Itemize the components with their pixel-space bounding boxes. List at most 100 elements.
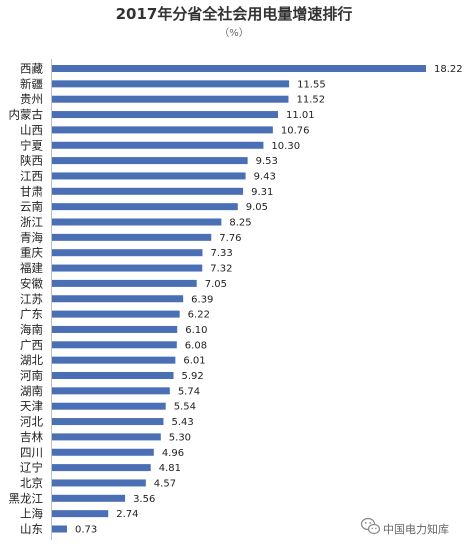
bar <box>52 157 248 165</box>
watermark-text: 中国电力知库 <box>383 522 449 536</box>
value-label: 0.73 <box>75 525 97 536</box>
wechat-icon <box>360 517 381 535</box>
value-label: 10.76 <box>281 125 310 136</box>
bar <box>52 341 177 349</box>
category-label: 北京 <box>20 476 43 490</box>
category-label: 浙江 <box>20 215 43 229</box>
bar <box>52 172 246 180</box>
value-label: 9.05 <box>246 202 268 213</box>
bar <box>52 95 289 103</box>
category-label: 河北 <box>20 415 43 429</box>
value-label: 6.10 <box>185 325 207 336</box>
value-label: 6.08 <box>185 340 207 351</box>
value-label: 5.54 <box>174 402 196 413</box>
bar <box>52 203 238 211</box>
value-label: 7.33 <box>210 248 232 259</box>
bar <box>52 372 174 379</box>
value-label: 18.22 <box>434 64 463 75</box>
bar <box>52 510 109 518</box>
bar <box>52 233 212 241</box>
bar <box>52 65 426 72</box>
value-label: 6.01 <box>183 356 205 367</box>
value-label: 2.74 <box>116 509 138 520</box>
category-label: 上海 <box>20 507 43 521</box>
bar <box>52 310 180 318</box>
bars-group: 西藏 18.22 新疆 11.55 贵州 11.52 内蒙古 11.01 山西 10.76 宁夏 10… <box>9 62 463 537</box>
value-label: 8.25 <box>229 218 251 229</box>
value-label: 4.57 <box>154 478 176 489</box>
chart-subtitle: （%） <box>219 27 249 39</box>
value-label: 11.01 <box>286 110 315 121</box>
bar <box>52 356 176 364</box>
bar <box>52 402 166 410</box>
bar <box>52 479 146 487</box>
value-label: 5.74 <box>178 386 200 397</box>
value-label: 4.81 <box>159 463 181 474</box>
bar <box>52 494 126 502</box>
category-label: 青海 <box>20 230 43 244</box>
value-label: 10.30 <box>271 141 300 152</box>
category-label: 吉林 <box>20 430 43 444</box>
value-label: 11.55 <box>297 79 326 90</box>
value-label: 5.30 <box>169 432 191 443</box>
bar <box>52 111 279 119</box>
category-label: 内蒙古 <box>9 108 44 122</box>
category-label: 海南 <box>20 322 43 336</box>
category-label: 黑龙江 <box>9 491 44 505</box>
value-label: 7.05 <box>205 279 227 290</box>
value-label: 7.32 <box>210 264 232 275</box>
category-label: 山东 <box>20 522 43 536</box>
category-label: 江苏 <box>20 292 43 306</box>
value-label: 6.39 <box>191 294 213 305</box>
chart-title: 2017年分省全社会用电量增速排行 <box>116 5 353 23</box>
bar <box>52 249 203 257</box>
bar <box>52 325 178 333</box>
category-label: 广东 <box>20 307 43 321</box>
category-label: 甘肃 <box>20 184 43 198</box>
category-label: 陕西 <box>20 154 43 168</box>
category-label: 宁夏 <box>20 138 43 152</box>
value-label: 4.96 <box>162 448 184 459</box>
category-label: 湖南 <box>20 384 43 398</box>
bar <box>52 264 203 272</box>
value-label: 5.92 <box>182 371 204 382</box>
category-label: 安徽 <box>20 276 43 290</box>
watermark: 中国电力知库 <box>360 517 449 536</box>
bar <box>52 464 151 472</box>
category-label: 贵州 <box>20 92 43 106</box>
value-label: 7.76 <box>219 233 241 244</box>
bar <box>52 126 273 134</box>
bar <box>52 141 264 149</box>
category-label: 江西 <box>20 169 43 183</box>
value-label: 3.56 <box>133 494 155 505</box>
category-label: 湖北 <box>20 353 43 367</box>
bar <box>52 387 170 395</box>
bar <box>52 525 67 533</box>
category-label: 四川 <box>20 445 43 459</box>
category-label: 重庆 <box>20 246 43 260</box>
bar <box>52 433 161 441</box>
value-label: 11.52 <box>296 95 325 106</box>
bar <box>52 187 244 195</box>
category-label: 广西 <box>20 338 43 352</box>
value-label: 5.43 <box>171 417 193 428</box>
bar <box>52 279 197 287</box>
bar <box>52 80 290 88</box>
category-label: 山西 <box>20 123 43 137</box>
value-label: 9.43 <box>254 171 276 182</box>
category-label: 河南 <box>20 369 43 383</box>
category-label: 云南 <box>20 200 43 214</box>
bar <box>52 295 184 303</box>
category-label: 福建 <box>20 261 43 275</box>
bar <box>52 218 222 226</box>
category-label: 辽宁 <box>20 461 43 475</box>
value-label: 9.31 <box>251 187 273 198</box>
category-label: 新疆 <box>20 77 43 91</box>
category-label: 西藏 <box>20 62 43 76</box>
bar <box>52 418 164 426</box>
value-label: 9.53 <box>256 156 278 167</box>
bar <box>52 448 154 456</box>
category-label: 天津 <box>20 399 43 413</box>
value-label: 6.22 <box>188 310 210 321</box>
